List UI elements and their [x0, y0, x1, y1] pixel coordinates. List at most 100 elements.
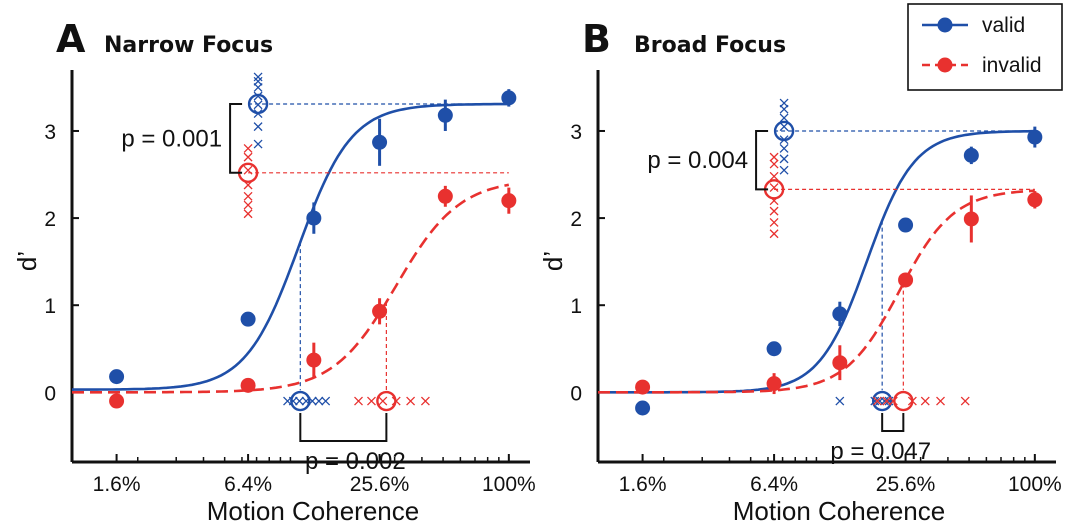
legend-marker-valid	[937, 17, 953, 33]
data-point-valid	[1027, 129, 1043, 145]
data-point-valid	[109, 369, 125, 385]
data-point-valid	[635, 400, 651, 416]
subject-mark	[253, 139, 263, 149]
y-tick-label: 2	[44, 208, 56, 231]
y-tick-label: 1	[570, 295, 582, 318]
data-point-invalid	[635, 379, 651, 395]
comparison-bracket-x	[881, 413, 905, 433]
subject-mark	[243, 165, 253, 175]
comparison-bracket-y	[229, 102, 243, 174]
subject-mark	[243, 143, 253, 153]
subject-mark	[769, 152, 779, 162]
series-invalid	[72, 143, 517, 412]
data-point-invalid	[372, 303, 388, 319]
fit-curve-valid	[72, 102, 509, 391]
data-point-invalid	[963, 211, 979, 227]
x-tick-label: 1.6%	[93, 473, 141, 496]
subject-mark	[960, 396, 970, 406]
data-point-invalid	[240, 377, 256, 393]
p-value-x: p = 0.047	[830, 438, 931, 465]
y-tick-label: 2	[570, 208, 582, 231]
legend-label: invalid	[982, 54, 1042, 77]
x-tick-label: 1.6%	[619, 473, 667, 496]
subject-mark	[314, 396, 324, 406]
data-point-invalid	[832, 355, 848, 371]
comparison-bracket-y	[755, 129, 769, 191]
data-point-invalid	[1027, 192, 1043, 208]
data-point-invalid	[306, 352, 322, 368]
y-axis-label: d’	[12, 251, 42, 271]
subject-mark	[779, 154, 789, 164]
subject-mark	[406, 396, 416, 406]
data-point-valid	[832, 306, 848, 322]
data-point-valid	[898, 217, 914, 233]
fit-curve-invalid	[72, 183, 510, 394]
subject-mark	[253, 72, 263, 82]
subject-mark	[779, 113, 789, 123]
asymptote-marker-valid	[773, 120, 795, 142]
y-tick-label: 0	[44, 382, 56, 405]
y-tick-label: 3	[44, 121, 56, 144]
data-point-invalid	[501, 193, 517, 209]
data-point-valid	[306, 210, 322, 226]
subject-mark	[253, 76, 263, 86]
series-valid	[598, 98, 1043, 416]
series-invalid	[598, 152, 1043, 412]
data-point-valid	[501, 90, 517, 106]
threshold-marker-valid	[871, 390, 893, 412]
subject-mark	[769, 159, 779, 169]
data-point-valid	[372, 134, 388, 150]
legend-marker-invalid	[937, 57, 953, 73]
data-point-invalid	[437, 188, 453, 204]
panel-a: A Narrow Focus 0 1 2 3 1.6% 6.4% 25.6% 100% Motion…	[12, 17, 536, 525]
subject-mark	[872, 396, 882, 406]
x-tick-label: 100%	[1008, 473, 1062, 496]
comparison-bracket-x	[299, 413, 388, 443]
subject-mark	[769, 217, 779, 227]
data-point-valid	[766, 341, 782, 357]
panel-b: B Broad Focus 0 1 2 3 1.6% 6.4% 25.6% 100% Motion …	[538, 17, 1062, 525]
subject-mark	[779, 122, 789, 132]
y-tick-label: 1	[44, 295, 56, 318]
threshold-marker-valid	[290, 390, 311, 412]
subject-mark	[882, 396, 892, 406]
y-tick-label: 0	[570, 382, 582, 405]
series-valid	[72, 72, 517, 412]
data-point-valid	[437, 107, 453, 123]
p-value-y: p = 0.004	[647, 147, 748, 174]
panel-title: Narrow Focus	[104, 33, 273, 58]
subject-mark	[294, 396, 304, 406]
subject-mark	[769, 171, 779, 181]
subject-mark	[243, 191, 253, 201]
panel-letter: A	[56, 17, 86, 61]
y-tick-label: 3	[570, 121, 582, 144]
x-tick-label: 6.4%	[224, 473, 272, 496]
x-tick-label: 6.4%	[750, 473, 798, 496]
subject-mark	[420, 396, 430, 406]
legend: valid invalid	[907, 3, 1063, 91]
data-point-invalid	[898, 272, 914, 288]
subject-mark	[779, 98, 789, 108]
subject-mark	[253, 122, 263, 132]
data-point-valid	[240, 311, 256, 327]
p-value-x: p = 0.002	[305, 448, 406, 475]
subject-mark	[769, 183, 779, 193]
threshold-marker-invalid	[376, 390, 397, 412]
subject-mark	[769, 229, 779, 239]
legend-label: valid	[982, 14, 1025, 37]
subject-mark	[253, 100, 263, 110]
subject-mark	[920, 396, 930, 406]
subject-mark	[243, 152, 253, 162]
subject-mark	[378, 396, 388, 406]
x-axis-label: Motion Coherence	[207, 496, 419, 525]
subject-mark	[243, 200, 253, 210]
asymptote-marker-valid	[247, 93, 269, 115]
subject-mark	[779, 143, 789, 153]
fit-curve-invalid	[598, 189, 1035, 394]
x-tick-label: 25.6%	[350, 473, 410, 496]
x-tick-label: 100%	[482, 473, 536, 496]
x-axis-label: Motion Coherence	[733, 496, 945, 525]
subject-mark	[243, 209, 253, 219]
panel-letter: B	[582, 17, 611, 61]
subject-mark	[936, 396, 945, 406]
